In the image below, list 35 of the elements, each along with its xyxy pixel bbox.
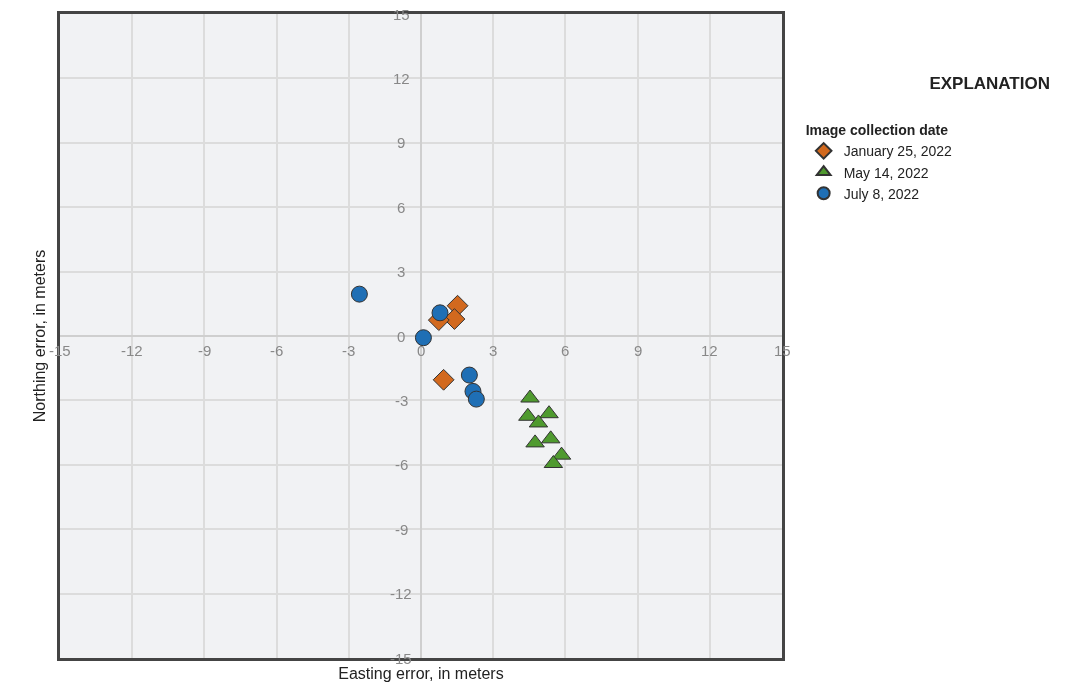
point <box>414 329 432 347</box>
x-tick-label: -12 <box>121 342 143 359</box>
legend-label: May 14, 2022 <box>843 164 929 181</box>
y-tick-label: -9 <box>395 521 409 538</box>
x-tick-label: 12 <box>701 342 718 359</box>
point <box>350 285 368 303</box>
legend-label: January 25, 2022 <box>843 143 953 160</box>
y-tick-label: 9 <box>397 134 406 151</box>
y-tick-label: 3 <box>397 263 406 280</box>
y-tick-label: 12 <box>393 70 410 87</box>
x-tick-label: 3 <box>489 342 498 359</box>
y-tick-label: -6 <box>395 456 409 473</box>
x-axis-title: Easting error, in meters <box>338 664 504 682</box>
point <box>520 389 540 403</box>
x-tick-label: 9 <box>634 342 643 359</box>
y-axis-title: Northing error, in meters <box>30 249 48 423</box>
y-tick-label: 6 <box>397 199 406 216</box>
point <box>525 434 545 448</box>
legend-label: July 8, 2022 <box>843 185 920 202</box>
point <box>432 368 455 391</box>
x-tick-label: 0 <box>417 342 426 359</box>
x-tick-label: -3 <box>342 342 356 359</box>
y-tick-label: 0 <box>397 328 406 345</box>
x-tick-label: 6 <box>561 342 570 359</box>
legend-title: Image collection date <box>805 122 949 139</box>
point <box>539 405 559 419</box>
y-tick-label: -3 <box>395 392 409 409</box>
point <box>460 366 478 384</box>
point <box>518 407 538 421</box>
x-tick-label: -9 <box>198 342 212 359</box>
text: EXPLANATION <box>929 73 1050 93</box>
point <box>467 390 485 408</box>
y-tick-label: -12 <box>390 585 412 602</box>
point <box>431 304 449 322</box>
x-tick-label: -6 <box>270 342 284 359</box>
